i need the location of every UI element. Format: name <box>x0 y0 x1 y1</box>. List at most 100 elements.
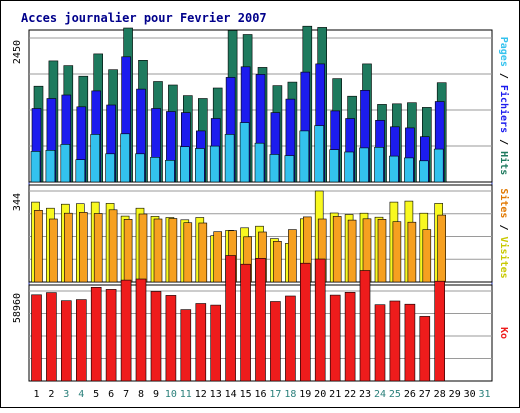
pages-bar <box>359 147 369 183</box>
day-label: 13 <box>210 389 222 400</box>
day-label: 23 <box>359 389 371 400</box>
pages-bar <box>90 134 100 183</box>
sites-bar <box>422 229 432 283</box>
day-label: 24 <box>374 389 386 400</box>
day-label: 18 <box>284 389 296 400</box>
panel-hits_files_pages: 2450 Pages / Fichiers / Hits <box>12 25 510 183</box>
sites-bar <box>273 241 282 283</box>
day-label: 26 <box>404 389 416 400</box>
pages-bar <box>269 154 280 183</box>
pages-bar <box>224 134 235 183</box>
pages-bar <box>239 122 250 183</box>
kb-bar <box>165 295 177 382</box>
pages-bar <box>299 130 310 183</box>
sites-bar <box>93 213 103 283</box>
kb-bar <box>299 262 311 382</box>
side-label-kb: Ko <box>498 327 509 339</box>
day-label: 16 <box>254 389 266 400</box>
pages-bar <box>150 157 160 183</box>
day-label: 12 <box>195 389 207 400</box>
sites-bar <box>347 219 357 283</box>
pages-bar <box>60 144 71 183</box>
pages-bar <box>284 155 295 183</box>
day-label: 30 <box>464 389 476 400</box>
x-axis-day-labels: 1 2 3 4 5 6 7 8 9 10 11 12 13 14 15 16 17 18 19 20 21 22 23 24 2… <box>33 389 490 400</box>
kb-bar <box>240 263 251 382</box>
y-max-tick-label: 2450 <box>12 40 23 64</box>
pages-bar <box>418 160 429 183</box>
pages-bar <box>75 159 86 183</box>
day-label: 9 <box>153 389 159 400</box>
kb-bar <box>120 279 132 382</box>
sites-bar <box>64 212 73 283</box>
sites-bar <box>153 218 163 283</box>
kb-bar <box>225 255 236 382</box>
label-separator: / <box>498 67 509 85</box>
pages-bar <box>389 155 399 183</box>
label-separator: / <box>498 218 509 236</box>
kb-bar <box>90 286 102 382</box>
day-label: 11 <box>180 389 192 400</box>
day-label: 3 <box>63 389 69 400</box>
panel-sites_visits: 344 Sites / Visites <box>12 184 510 283</box>
sites-bar <box>49 218 58 283</box>
kb-bar <box>285 295 296 382</box>
kb-label: Ko <box>498 327 509 339</box>
day-label: 25 <box>389 389 401 400</box>
pages-bar <box>180 146 190 183</box>
kb-bar <box>31 294 42 382</box>
pages-bar <box>209 145 220 183</box>
pages-bar <box>314 125 325 183</box>
day-label: 27 <box>419 389 431 400</box>
sites-bar <box>198 222 208 283</box>
pages-bar <box>344 151 354 183</box>
pages-bar <box>195 148 205 183</box>
sites-bar <box>138 213 148 283</box>
day-label: 8 <box>138 389 144 400</box>
kb-bar <box>404 303 416 382</box>
kb-bar <box>359 270 371 382</box>
kb-bar <box>195 303 207 382</box>
files-label: Fichiers <box>498 85 510 133</box>
pages-bar <box>30 151 41 183</box>
kb-bar <box>419 316 431 382</box>
kb-bar <box>374 304 386 382</box>
pages-label: Pages <box>498 37 509 67</box>
day-label: 7 <box>123 389 129 400</box>
sites-bar <box>34 210 43 283</box>
y-max-tick-label: 58960 <box>12 293 23 323</box>
kb-bar <box>255 257 266 382</box>
day-label: 29 <box>449 389 461 400</box>
kb-bar <box>314 258 326 382</box>
chart-title: Acces journalier pour Fevrier 2007 <box>21 11 267 25</box>
kb-bar <box>46 292 57 382</box>
pages-bar <box>329 149 340 183</box>
day-label: 4 <box>78 389 84 400</box>
pages-bar <box>135 153 145 183</box>
kb-bar <box>210 304 221 382</box>
day-label: 6 <box>108 389 114 400</box>
visits-label: Visites <box>498 237 510 279</box>
sites-bar <box>213 231 222 283</box>
sites-bar <box>183 222 193 283</box>
day-label: 22 <box>344 389 356 400</box>
sites-bar <box>123 219 133 283</box>
day-label: 19 <box>299 389 311 400</box>
day-label: 31 <box>478 389 490 400</box>
kb-bar <box>76 299 87 382</box>
hits-label: Hits <box>498 151 510 175</box>
pages-bar <box>165 160 175 183</box>
chart-panels: 2450 Pages / Fichiers / Hits 344 Sites / Vi… <box>12 25 510 382</box>
day-label: 14 <box>225 389 237 400</box>
day-label: 28 <box>434 389 446 400</box>
side-label-hits_files_pages: Pages / Fichiers / Hits <box>498 37 510 176</box>
kb-bar <box>105 289 117 382</box>
panel-kb: 58960 Ko <box>12 255 509 382</box>
sites-bar <box>332 216 342 283</box>
sites-bar <box>392 221 402 283</box>
sites-bar <box>407 221 417 283</box>
pages-bar <box>433 148 444 183</box>
sites-bar <box>108 209 118 283</box>
